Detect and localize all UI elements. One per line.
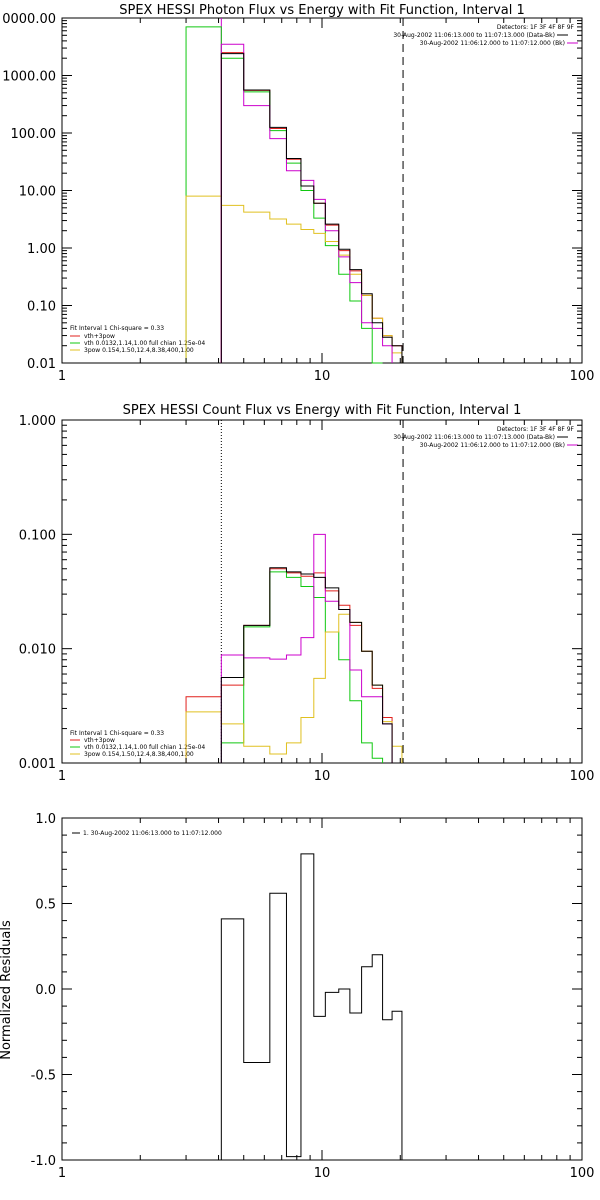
photon-y-tick-label: 0.01 xyxy=(27,357,56,372)
count-legend-vth: vth 0.0132,1.14,1.00 full chian 1.25e-04 xyxy=(84,744,205,751)
photon-y-tick-label: 1.00 xyxy=(27,242,56,257)
count-y-tick-label: 1.000 xyxy=(19,414,56,429)
count-legend-vth3pow: vth+3pow xyxy=(84,737,115,744)
photon-chart-title: SPEX HESSI Photon Flux vs Energy with Fi… xyxy=(119,3,525,18)
residuals-legend-label: 1. 30-Aug-2002 11:06:13.000 to 11:07:12.… xyxy=(83,830,222,837)
photon-series-4 xyxy=(220,53,403,363)
count-header-detectors: Detectors: 1F 3F 4F 8F 9F xyxy=(497,426,575,433)
resid-series-0 xyxy=(220,853,403,1160)
count-flux-panel: SPEX HESSI Count Flux vs Energy with Fit… xyxy=(19,403,595,784)
photon-header-data-interval: 30-Aug-2002 11:06:13.000 to 11:07:13.000… xyxy=(393,32,555,39)
photon-legend: Fit Interval 1 Chi-square = 0.33 vth+3po… xyxy=(70,325,205,354)
residuals-panel: Normalized Residuals 1. 30-Aug-2002 11:0… xyxy=(0,812,594,1181)
photon-axis-ticks: 1 10 100 0.01 0.10 1.00 10.00 100.00 1000.00 0000… xyxy=(2,12,594,384)
count-chart-title: SPEX HESSI Count Flux vs Energy with Fit… xyxy=(123,403,522,418)
count-header-data-interval: 30-Aug-2002 11:06:13.000 to 11:07:13.000… xyxy=(393,434,555,441)
photon-y-tick-label: 10.00 xyxy=(19,185,56,200)
count-y-tick-label: 0.001 xyxy=(19,757,56,772)
photon-legend-vth: vth 0.0132,1.14,1.00 full chian 1.25e-04 xyxy=(84,340,205,347)
resid-x-tick-label: 100 xyxy=(570,1166,595,1181)
count-legend-3pow: 3pow 0.154,1.50,12.4,8.38,400,1.00 xyxy=(84,751,194,758)
count-x-tick-label: 10 xyxy=(314,769,331,784)
count-y-tick-label: 0.100 xyxy=(19,528,56,543)
photon-flux-panel: SPEX HESSI Photon Flux vs Energy with Fi… xyxy=(2,3,594,384)
count-y-tick-label: 0.010 xyxy=(19,643,56,658)
resid-y-tick-label: -0.5 xyxy=(31,1069,56,1084)
resid-y-tick-label: -1.0 xyxy=(31,1154,56,1169)
residuals-axis-ticks: 1 10 100 -1.0 -0.5 0.0 0.5 1.0 xyxy=(31,812,595,1181)
resid-y-tick-label: 0.0 xyxy=(35,983,56,998)
photon-y-tick-label: 0000.00 xyxy=(2,12,56,27)
resid-y-tick-label: 1.0 xyxy=(35,812,56,827)
count-legend-fit-label: Fit Interval 1 Chi-square = 0.33 xyxy=(70,730,164,737)
photon-y-tick-label: 100.00 xyxy=(11,127,57,142)
count-x-tick-label: 1 xyxy=(58,769,66,784)
count-series-1 xyxy=(220,571,384,763)
photon-header-bk-interval: 30-Aug-2002 11:06:12.000 to 11:07:12.000… xyxy=(420,40,565,47)
count-x-tick-label: 100 xyxy=(570,769,595,784)
count-series-4 xyxy=(220,567,393,763)
photon-series-2 xyxy=(185,195,403,363)
photon-legend-vth3pow: vth+3pow xyxy=(84,333,115,340)
count-series-3 xyxy=(220,533,393,763)
count-header-bk-interval: 30-Aug-2002 11:06:12.000 to 11:07:12.000… xyxy=(420,442,565,449)
photon-y-tick-label: 1000.00 xyxy=(2,70,56,85)
residuals-y-axis-label: Normalized Residuals xyxy=(0,920,14,1060)
residuals-series-group xyxy=(220,853,403,1160)
photon-x-tick-label: 100 xyxy=(570,369,595,384)
photon-x-tick-label: 10 xyxy=(314,369,331,384)
photon-header-detectors: Detectors: 1F 3F 4F 8F 9F xyxy=(497,24,575,31)
count-axis-ticks: 1 10 100 0.001 0.010 0.100 1.000 xyxy=(19,414,595,784)
photon-legend-fit-label: Fit Interval 1 Chi-square = 0.33 xyxy=(70,325,164,332)
resid-x-tick-label: 10 xyxy=(314,1166,331,1181)
photon-series-group xyxy=(185,18,404,364)
resid-x-tick-label: 1 xyxy=(58,1166,66,1181)
photon-x-tick-label: 1 xyxy=(58,369,66,384)
count-legend: Fit Interval 1 Chi-square = 0.33 vth+3po… xyxy=(70,730,205,758)
resid-y-tick-label: 0.5 xyxy=(35,898,56,913)
photon-y-tick-label: 0.10 xyxy=(27,300,56,315)
photon-legend-3pow: 3pow 0.154,1.50,12.4,8.38,400,1.00 xyxy=(84,347,194,354)
count-series-group xyxy=(185,420,404,763)
